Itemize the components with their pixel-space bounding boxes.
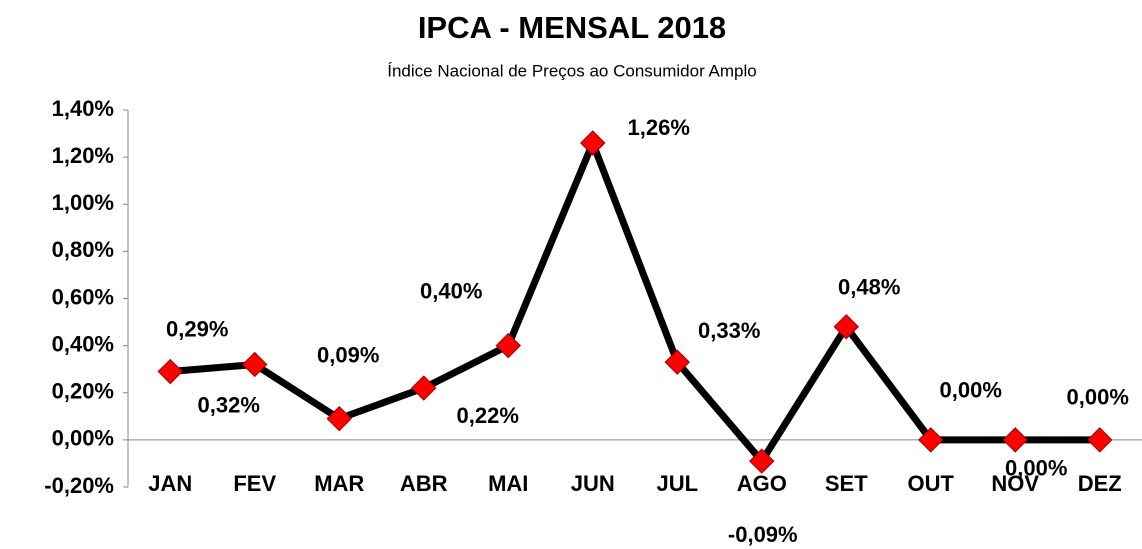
chart-title: IPCA - MENSAL 2018 — [418, 10, 726, 45]
marker — [411, 375, 437, 401]
marker — [495, 332, 521, 359]
marker — [749, 448, 775, 474]
data-label: 0,22% — [457, 403, 519, 428]
marker — [918, 427, 944, 453]
y-tick-label: 0,00% — [52, 426, 114, 451]
data-label: 0,29% — [166, 316, 228, 341]
data-label: 1,26% — [628, 115, 690, 140]
x-tick-label: OUT — [908, 471, 955, 496]
x-tick-label: JAN — [148, 471, 192, 496]
x-tick-label: SET — [825, 471, 868, 496]
data-label: 0,09% — [317, 342, 379, 367]
x-tick-label: NOV — [991, 471, 1039, 496]
data-label: 0,00% — [940, 378, 1002, 403]
marker — [1002, 427, 1028, 453]
x-tick-label: DEZ — [1078, 471, 1122, 496]
x-tick-label: MAI — [488, 471, 528, 496]
data-label: 0,48% — [838, 275, 900, 300]
x-tick-label: AGO — [737, 471, 787, 496]
data-label: 0,33% — [698, 318, 760, 343]
y-tick-label: 0,60% — [52, 284, 114, 309]
x-tick-label: JUL — [656, 471, 698, 496]
y-tick-label: 0,80% — [52, 237, 114, 262]
data-label: 0,40% — [420, 278, 482, 303]
y-tick-label: 1,20% — [52, 143, 114, 168]
marker — [157, 358, 183, 385]
marker — [833, 314, 859, 340]
y-tick-label: 1,40% — [52, 96, 114, 121]
marker — [664, 349, 690, 375]
series-line — [169, 133, 1100, 467]
data-label: 0,32% — [198, 392, 260, 417]
marker — [1087, 427, 1113, 453]
x-tick-label: MAR — [314, 471, 364, 496]
marker — [242, 351, 268, 378]
y-tick-label: 0,20% — [52, 379, 114, 404]
marker — [580, 130, 606, 156]
data-label: 0,00% — [1067, 385, 1129, 410]
marker — [326, 405, 352, 432]
chart-subtitle: Índice Nacional de Preços ao Consumidor … — [387, 61, 756, 80]
y-tick-label: -0,20% — [44, 473, 114, 498]
y-tick-label: 1,00% — [52, 190, 114, 215]
x-tick-label: FEV — [233, 471, 276, 496]
x-tick-label: ABR — [400, 471, 448, 496]
data-label: 0,00% — [1005, 456, 1067, 481]
x-tick-label: JUN — [571, 471, 615, 496]
y-tick-label: 0,40% — [52, 331, 114, 356]
data-label: -0,09% — [728, 522, 798, 547]
